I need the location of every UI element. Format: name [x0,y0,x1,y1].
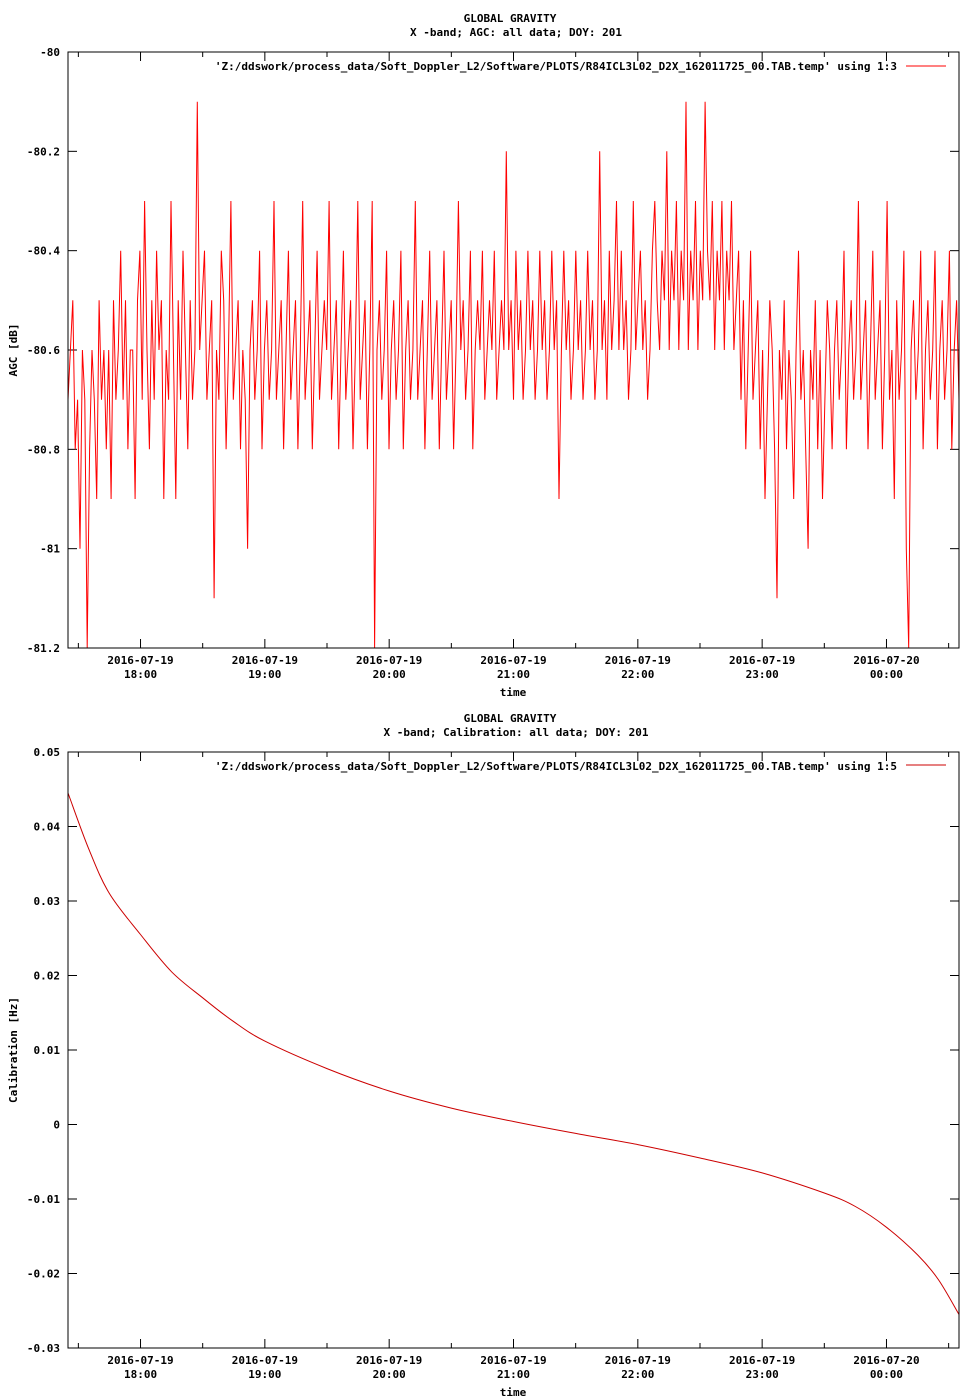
x-tick-time-label: 20:00 [373,1368,406,1381]
y-axis-label: AGC [dB] [7,324,20,377]
series-line [67,101,960,649]
y-tick-label: 0 [53,1119,60,1132]
x-tick-date-label: 2016-07-19 [356,1354,422,1367]
legend-label: 'Z:/ddswork/process_data/Soft_Doppler_L2… [215,760,897,773]
y-axis-label: Calibration [Hz] [7,997,20,1103]
y-tick-label: -80.2 [27,145,60,158]
plot-frame [67,751,960,1349]
plot-frame [67,51,960,649]
y-tick-label: -80.8 [27,443,60,456]
x-tick-time-label: 18:00 [124,1368,157,1381]
y-tick-label: -0.03 [27,1342,60,1355]
legend-label: 'Z:/ddswork/process_data/Soft_Doppler_L2… [215,60,897,73]
x-tick-time-label: 23:00 [746,668,779,681]
x-tick-time-label: 20:00 [373,668,406,681]
x-tick-date-label: 2016-07-19 [605,654,671,667]
agc-chart: GLOBAL GRAVITY X -band; AGC: all data; D… [7,12,960,699]
y-ticks: 0.05 0.04 0.03 0.02 0.01 0 -0.01 -0.02 -0.03 [27,746,959,1355]
chart-subtitle: X -band; Calibration: all data; DOY: 201 [384,726,649,739]
x-axis-label: time [500,686,527,699]
y-tick-label: -80 [40,46,60,59]
y-tick-label: -80.6 [27,344,60,357]
x-tick-time-label: 22:00 [621,1368,654,1381]
x-tick-date-label: 2016-07-19 [232,1354,298,1367]
y-tick-label: -80.4 [27,245,60,258]
x-tick-date-label: 2016-07-19 [480,1354,546,1367]
y-ticks: -80 -80.2 -80.4 -80.6 -80.8 -81 -81.2 [27,46,959,655]
x-ticks: 2016-07-1918:002016-07-1919:002016-07-19… [77,752,950,1381]
y-tick-label: -81 [40,543,60,556]
x-tick-time-label: 00:00 [870,668,903,681]
x-tick-time-label: 19:00 [248,668,281,681]
y-tick-label: -0.01 [27,1193,60,1206]
x-ticks: 2016-07-1918:002016-07-1919:002016-07-19… [77,52,950,681]
x-tick-time-label: 23:00 [746,1368,779,1381]
y-tick-label: 0.05 [34,746,61,759]
y-tick-label: -0.02 [27,1268,60,1281]
y-tick-label: 0.04 [34,821,61,834]
x-tick-date-label: 2016-07-19 [356,654,422,667]
x-tick-date-label: 2016-07-19 [107,1354,173,1367]
x-tick-time-label: 18:00 [124,668,157,681]
chart-title: GLOBAL GRAVITY [464,12,557,25]
x-tick-date-label: 2016-07-19 [729,654,795,667]
x-tick-date-label: 2016-07-19 [232,654,298,667]
x-tick-time-label: 19:00 [248,1368,281,1381]
x-tick-time-label: 22:00 [621,668,654,681]
chart-title: GLOBAL GRAVITY [464,712,557,725]
y-tick-label: 0.03 [34,895,61,908]
x-tick-date-label: 2016-07-19 [480,654,546,667]
x-axis-label: time [500,1386,527,1399]
x-tick-date-label: 2016-07-19 [729,1354,795,1367]
plot-area [67,101,960,649]
x-tick-date-label: 2016-07-20 [853,1354,919,1367]
y-tick-label: -81.2 [27,642,60,655]
chart-subtitle: X -band; AGC: all data; DOY: 201 [410,26,622,39]
x-tick-date-label: 2016-07-20 [853,654,919,667]
y-tick-label: 0.02 [34,970,61,983]
plot-area [67,792,960,1315]
x-tick-date-label: 2016-07-19 [107,654,173,667]
x-tick-time-label: 21:00 [497,668,530,681]
x-tick-time-label: 21:00 [497,1368,530,1381]
x-tick-time-label: 00:00 [870,1368,903,1381]
calibration-chart: GLOBAL GRAVITY X -band; Calibration: all… [7,712,960,1399]
series-line [67,792,960,1315]
y-tick-label: 0.01 [34,1044,61,1057]
x-tick-date-label: 2016-07-19 [605,1354,671,1367]
